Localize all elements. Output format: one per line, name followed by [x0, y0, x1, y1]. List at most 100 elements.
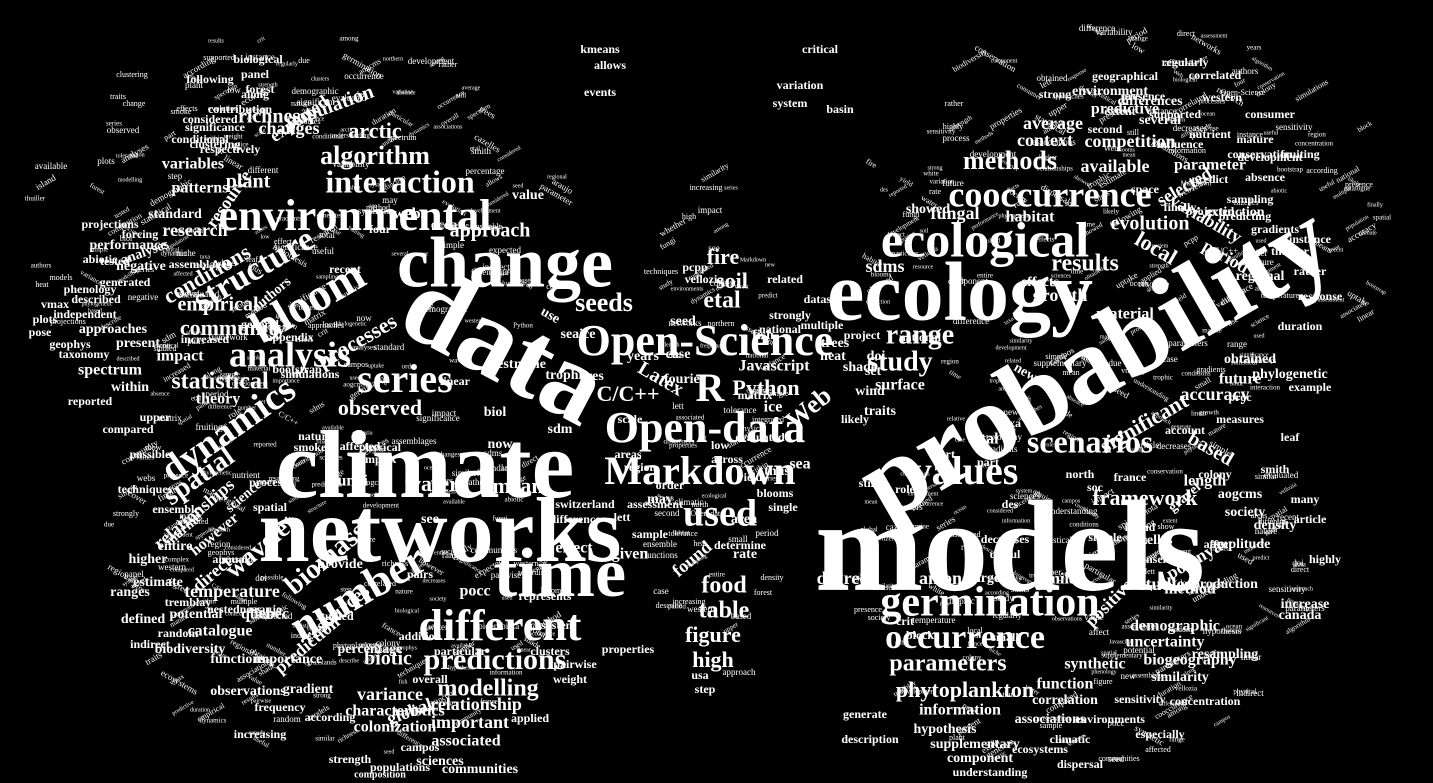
cloud-word: influence	[1157, 137, 1204, 151]
cloud-word: production	[1192, 577, 1258, 592]
cloud-word: panel	[241, 67, 270, 81]
cloud-texture-word: Open-data	[471, 267, 508, 277]
cloud-word: weight	[553, 672, 587, 686]
cloud-texture-word: spectrum	[387, 133, 417, 142]
cloud-texture-word: large	[1180, 578, 1198, 588]
cloud-texture-word: instance	[245, 52, 275, 62]
cloud-texture-word: variability	[333, 159, 370, 169]
cloud-texture-word: supplementary	[1034, 358, 1087, 368]
cloud-word: thuiller	[1271, 244, 1310, 258]
cloud-texture-word: webs	[137, 473, 156, 483]
cloud-texture-word: low	[1130, 40, 1147, 56]
cloud-texture-word: used	[1254, 333, 1265, 339]
cloud-texture-word: western	[465, 318, 484, 324]
cloud-texture-word: development	[232, 380, 268, 388]
cloud-texture-word: critical	[159, 342, 178, 350]
cloud-word: Python	[732, 375, 799, 400]
cloud-texture-word: second	[655, 508, 680, 518]
cloud-texture-word: case	[1162, 354, 1178, 364]
cloud-word: amplitude	[1210, 537, 1271, 552]
cloud-texture-word: models	[49, 273, 72, 282]
cloud-texture-word: associated	[176, 517, 209, 526]
cloud-texture-word: soil	[920, 228, 929, 234]
cloud-texture-word: direct	[1177, 29, 1196, 38]
cloud-texture-word: gradient	[1147, 286, 1167, 292]
cloud-texture-word: significant	[1244, 614, 1270, 633]
cloud-word: value	[512, 188, 544, 203]
cloud-texture-word: society	[441, 548, 461, 556]
cloud-word: patterns	[172, 180, 229, 197]
cloud-word: series	[357, 356, 453, 401]
cloud-texture-word: figure	[1252, 257, 1274, 267]
cloud-word: yield	[738, 470, 763, 484]
cloud-word: Javascript	[738, 358, 810, 375]
cloud-texture-word: different	[1258, 517, 1286, 526]
cloud-texture-word: weight	[223, 133, 242, 141]
cloud-texture-word: context	[710, 278, 737, 288]
cloud-word: physical	[359, 440, 402, 454]
cloud-word: community	[180, 315, 286, 340]
cloud-word: analysis	[229, 334, 351, 374]
cloud-texture-word: show	[1158, 522, 1175, 531]
cloud-texture-word: length	[665, 342, 680, 348]
cloud-texture-word: independent	[163, 532, 193, 538]
cloud-texture-word: especially	[1144, 582, 1176, 591]
cloud-word: reported	[68, 394, 113, 408]
cloud-word: supplementary	[930, 737, 1019, 752]
cloud-word: richness	[238, 106, 308, 128]
cloud-texture-word: pairs	[352, 430, 366, 438]
cloud-texture-word: seed	[384, 749, 395, 755]
cloud-word: traits	[864, 404, 896, 419]
cloud-texture-word: decreases	[1173, 123, 1208, 133]
cloud-word: functions	[210, 652, 266, 667]
cloud-word: ecology	[827, 245, 1093, 338]
cloud-texture-word: indirect	[1236, 688, 1264, 698]
cloud-texture-word: according	[1306, 166, 1338, 175]
cloud-texture-word: assemblages	[1132, 672, 1167, 680]
cloud-texture-word: sampling	[316, 274, 338, 280]
cloud-texture-word: low	[227, 85, 241, 95]
cloud-texture-word: smoke	[171, 107, 192, 116]
cloud-texture-word: occurrence	[344, 71, 383, 81]
cloud-texture-word: useful	[367, 491, 382, 498]
cloud-texture-word: clusters	[311, 76, 330, 82]
cloud-word: framework	[1092, 485, 1198, 510]
cloud-texture-word: panel	[124, 569, 144, 579]
cloud-texture-word: simple	[440, 240, 464, 250]
cloud-texture-word: reported	[253, 441, 277, 449]
cloud-word: lett	[614, 510, 631, 524]
cloud-word: shade	[843, 360, 877, 375]
cloud-texture-word: due	[298, 56, 310, 65]
cloud-texture-word: data	[668, 351, 682, 360]
cloud-texture-word: years	[259, 477, 276, 486]
cloud-texture-word: indirect	[482, 262, 510, 272]
cloud-texture-word: Web	[1104, 144, 1118, 153]
cloud-texture-word: northern	[383, 56, 403, 62]
cloud-texture-word: etal	[470, 145, 480, 153]
cloud-word: development	[1237, 150, 1302, 164]
cloud-word: taxa	[999, 416, 1021, 430]
cloud-texture-word: considered	[987, 508, 1013, 514]
cloud-texture-word: island	[34, 172, 58, 192]
cloud-texture-word: still	[985, 739, 998, 748]
cloud-word: geographical	[1092, 69, 1159, 83]
cloud-texture-word: upper	[1041, 567, 1062, 577]
cloud-texture-word: presence	[441, 221, 469, 230]
cloud-texture-word: total	[319, 230, 335, 240]
cloud-word: canada	[1279, 608, 1322, 623]
cloud-word: test	[493, 357, 514, 372]
cloud-texture-word: effects	[1036, 236, 1055, 244]
cloud-texture-word: article	[1137, 440, 1159, 450]
cloud-word: projected	[1186, 204, 1235, 218]
cloud-word: sciences	[416, 754, 464, 769]
cloud-word: france	[1114, 470, 1147, 484]
cloud-texture-word: assemblages	[392, 436, 437, 446]
cloud-texture-word: standard	[482, 463, 513, 473]
cloud-texture-word: period	[206, 389, 229, 399]
cloud-word: island	[1125, 520, 1156, 534]
cloud-texture-word: still	[1127, 128, 1140, 137]
cloud-texture-word: uptake	[368, 363, 384, 369]
cloud-word: strong	[1039, 87, 1071, 101]
cloud-word: step	[695, 682, 716, 696]
cloud-texture-word: climate	[1359, 230, 1377, 236]
